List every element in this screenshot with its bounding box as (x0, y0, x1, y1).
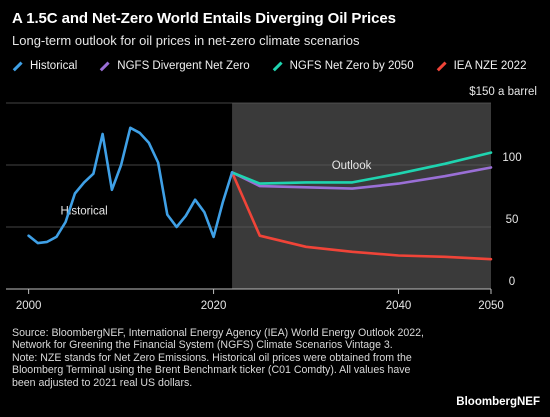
legend-item-iea-nze: IEA NZE 2022 (436, 60, 527, 72)
legend: Historical NGFS Divergent Net Zero NGFS … (12, 60, 542, 72)
legend-label-ngfs-divergent: NGFS Divergent Net Zero (117, 60, 250, 72)
y-tick-label: 100 (502, 152, 521, 164)
historical-annotation: Historical (60, 206, 107, 218)
chart-title: A 1.5C and Net-Zero World Entails Diverg… (12, 10, 396, 27)
footer-notes: Source: BloombergNEF, International Ener… (12, 327, 432, 389)
legend-label-iea-nze: IEA NZE 2022 (453, 60, 527, 72)
brand-logo: BloombergNEF (456, 396, 540, 408)
source-note: Source: BloombergNEF, International Ener… (12, 327, 424, 352)
legend-item-ngfs-net-zero: NGFS Net Zero by 2050 (272, 60, 414, 72)
outlook-label: Outlook (332, 160, 372, 172)
x-tick-label: 2020 (201, 300, 227, 312)
outlook-shaded-region (232, 103, 491, 289)
chart-subtitle: Long-term outlook for oil prices in net-… (12, 33, 360, 48)
y-tick-label: 0 (509, 276, 515, 288)
series-line-iea-nze-2022 (230, 171, 493, 261)
legend-item-ngfs-divergent: NGFS Divergent Net Zero (99, 60, 250, 72)
series-line-ngfs-divergent-net-zero (230, 166, 493, 190)
series-line-ngfs-net-zero-by-2050 (230, 151, 493, 185)
x-tick-label: 2000 (16, 300, 42, 312)
series-line-historical (27, 126, 234, 245)
methodology-note: Note: NZE stands for Net Zero Emissions.… (12, 351, 412, 389)
legend-label-historical: Historical (30, 60, 78, 72)
y-tick-label: 50 (506, 214, 519, 226)
legend-label-ngfs-net-zero: NGFS Net Zero by 2050 (289, 60, 414, 72)
legend-item-historical: Historical (12, 60, 77, 72)
x-tick-label: 2050 (478, 300, 504, 312)
y-tick-label: $150 a barrel (469, 86, 537, 98)
x-tick-label: 2040 (386, 300, 412, 312)
